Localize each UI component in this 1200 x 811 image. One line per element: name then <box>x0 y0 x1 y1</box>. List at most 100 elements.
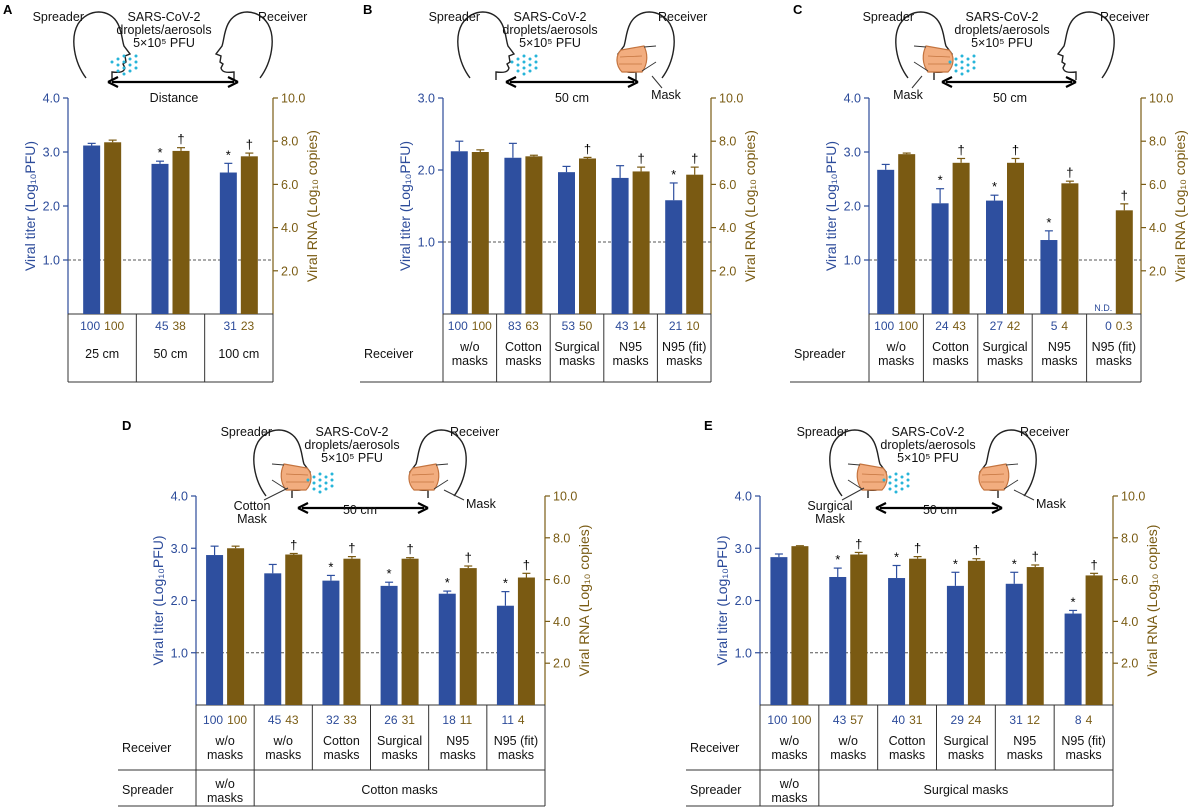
mask-strap <box>847 479 863 490</box>
droplet-dot <box>894 472 898 476</box>
spreader-head-icon <box>73 11 132 80</box>
droplet-dot <box>318 484 322 488</box>
droplet-dot <box>522 60 526 64</box>
significance-dagger: † <box>177 132 184 147</box>
rna-bar <box>1007 162 1024 314</box>
panel-letter: E <box>704 418 713 433</box>
droplets-label: droplets/aerosols <box>880 438 975 452</box>
droplet-dot <box>522 54 526 58</box>
right-tick-label: 4.0 <box>281 221 298 235</box>
droplet-dot <box>122 60 126 64</box>
group-label: Surgical masks <box>554 340 599 368</box>
left-tick-label: 3.0 <box>844 146 861 160</box>
droplet-dot <box>134 60 138 64</box>
significance-dagger: † <box>1012 142 1019 157</box>
droplet-dot <box>534 66 538 70</box>
group-label: N95 masks <box>440 734 476 762</box>
spreader-head-icon <box>457 11 516 80</box>
droplet-dot <box>882 478 886 482</box>
droplet-dot <box>900 487 904 491</box>
mask-icon <box>922 45 954 73</box>
rna-bar <box>285 554 303 705</box>
rna-bar <box>240 156 258 314</box>
right-tick-label: 2.0 <box>1149 264 1166 278</box>
rna-percent: 4 <box>518 713 525 727</box>
droplets-label: droplets/aerosols <box>502 23 597 37</box>
rna-percent: 42 <box>1007 319 1021 333</box>
rna-bar <box>525 156 543 314</box>
significance-dagger: † <box>691 151 698 166</box>
left-tick-label: 4.0 <box>844 92 861 106</box>
receiver-head-icon <box>214 11 273 80</box>
titer-bar <box>829 576 847 705</box>
rna-percent: 100 <box>227 713 247 727</box>
droplet-dot <box>894 490 898 494</box>
head-outline <box>73 11 132 80</box>
droplet-dot <box>894 484 898 488</box>
receiver-mask-label: Mask <box>466 497 497 511</box>
significance-dagger: † <box>465 550 472 565</box>
droplet-dot <box>966 57 970 61</box>
mask-callout <box>443 489 465 501</box>
significance-dagger: † <box>290 537 297 552</box>
virus-name: SARS-CoV-2 <box>514 10 587 24</box>
droplet-spray-icon <box>510 54 538 76</box>
dose-label: 5×10⁵ PFU <box>519 36 581 50</box>
distance-arrow-icon <box>875 502 1003 514</box>
droplet-dot <box>972 66 976 70</box>
titer-percent: 26 <box>384 713 398 727</box>
distance-arrow-icon <box>297 502 429 514</box>
rna-percent: 4 <box>1061 319 1068 333</box>
droplets-label: droplets/aerosols <box>304 438 399 452</box>
right-tick-label: 6.0 <box>1149 178 1166 192</box>
droplet-dot <box>312 487 316 491</box>
spreader-label: Spreader <box>863 10 914 24</box>
significance-star: * <box>387 566 392 581</box>
droplet-dot <box>966 69 970 73</box>
arrow-head-right <box>417 502 429 514</box>
droplet-spray-icon <box>110 54 138 76</box>
right-tick-label: 2.0 <box>719 264 736 278</box>
rna-bar <box>909 558 927 705</box>
rna-bar <box>632 171 650 314</box>
spreader-label: Spreader <box>33 10 84 24</box>
arrow-head-right <box>227 76 239 88</box>
rna-bar <box>1115 210 1133 314</box>
titer-percent: 18 <box>442 713 456 727</box>
mask-strap <box>913 45 927 48</box>
right-tick-label: 6.0 <box>1121 573 1138 587</box>
rna-bar <box>343 558 361 705</box>
spreader-label: Spreader <box>429 10 480 24</box>
head-outline <box>457 11 516 80</box>
mask-icon <box>280 463 312 491</box>
row2-header: Spreader <box>122 783 173 797</box>
rna-percent: 38 <box>173 319 187 333</box>
left-axis-label: Viral titer (Log₁₀PFU) <box>150 535 166 665</box>
rna-percent: 50 <box>579 319 593 333</box>
rna-percent: 14 <box>633 319 647 333</box>
droplet-dot <box>960 72 964 76</box>
droplet-dot <box>324 475 328 479</box>
droplet-dot <box>134 66 138 70</box>
droplet-dot <box>110 60 114 64</box>
droplet-dot <box>312 481 316 485</box>
right-axis-label: Viral RNA (Log₁₀ copies) <box>576 525 592 677</box>
left-tick-label: 1.0 <box>171 646 188 660</box>
group-label: Cotton masks <box>505 340 542 368</box>
titer-percent: 100 <box>767 713 787 727</box>
right-tick-label: 8.0 <box>281 135 298 149</box>
arrow-head-left <box>297 502 309 514</box>
droplet-dot <box>122 72 126 76</box>
titer-bar <box>264 573 282 705</box>
titer-percent: 100 <box>203 713 223 727</box>
droplet-dot <box>948 60 952 64</box>
droplet-dot <box>330 472 334 476</box>
rna-bar <box>459 568 477 705</box>
titer-bar <box>665 200 683 314</box>
droplet-spray-icon <box>948 54 976 76</box>
dose-label: 5×10⁵ PFU <box>133 36 195 50</box>
rna-percent: 100 <box>898 319 918 333</box>
significance-dagger: † <box>523 557 530 572</box>
titer-bar <box>558 172 575 314</box>
